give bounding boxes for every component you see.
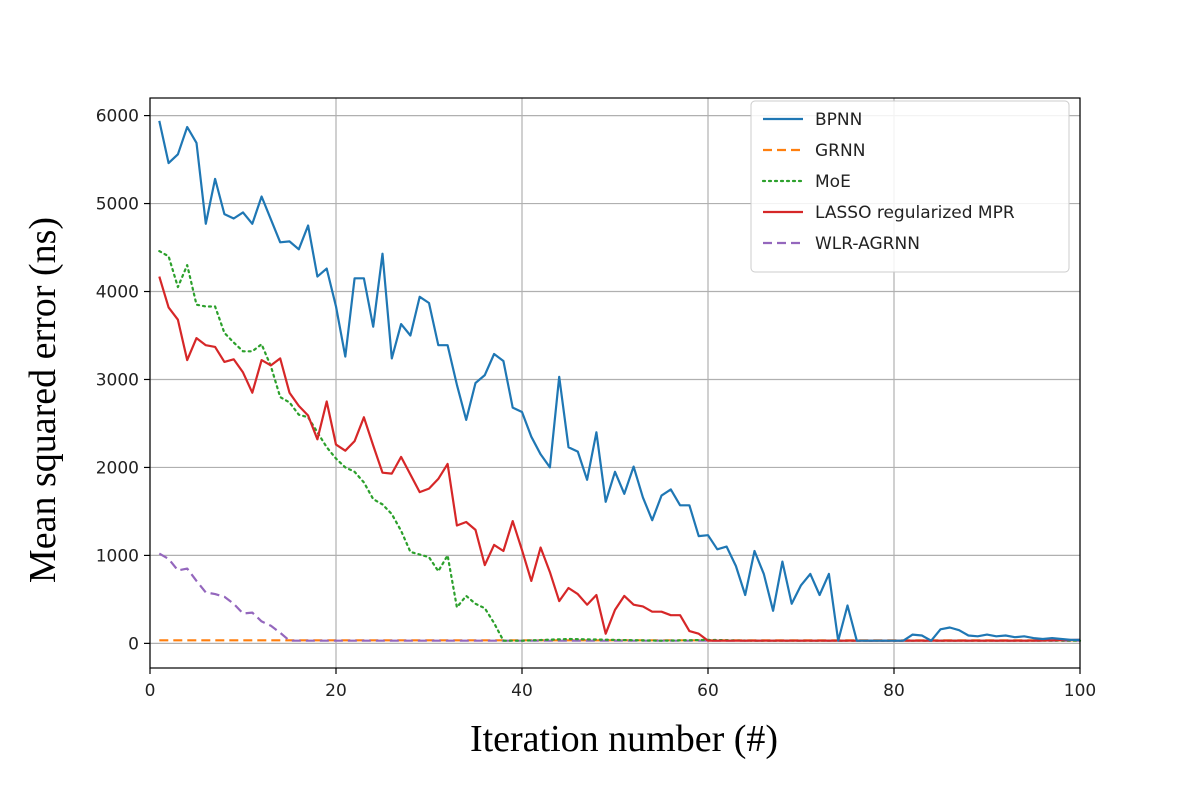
y-tick-label: 3000 bbox=[96, 370, 139, 390]
legend-label: LASSO regularized MPR bbox=[815, 203, 1015, 223]
series-line-moe bbox=[158, 250, 1082, 642]
y-tick-label: 2000 bbox=[96, 458, 139, 478]
x-tick-label: 100 bbox=[1064, 681, 1096, 701]
series-line-lasso-regularized-mpr bbox=[158, 276, 1081, 642]
y-tick-label: 6000 bbox=[96, 107, 139, 127]
x-axis-title: Iteration number (#) bbox=[470, 718, 778, 760]
legend-label: MoE bbox=[815, 172, 851, 192]
grid bbox=[149, 98, 1081, 668]
y-tick-label: 5000 bbox=[96, 195, 139, 215]
y-tick-label: 4000 bbox=[96, 283, 139, 303]
series-line-bpnn bbox=[158, 120, 1080, 642]
y-tick-label: 0 bbox=[128, 634, 139, 654]
legend-label: WLR-AGRNN bbox=[815, 234, 920, 254]
y-tick-label: 1000 bbox=[96, 546, 139, 566]
series-layer bbox=[158, 120, 1082, 642]
x-tick-label: 20 bbox=[325, 681, 347, 701]
y-axis-title: Mean squared error (ns) bbox=[22, 217, 64, 583]
plot-frame bbox=[149, 97, 1081, 669]
legend: BPNN GRNN MoE LASSO regularized MPR WLR-AGRN… bbox=[750, 100, 1070, 273]
legend-label: BPNN bbox=[815, 110, 862, 130]
x-tick-label: 80 bbox=[883, 681, 905, 701]
legend-label: GRNN bbox=[815, 141, 865, 161]
x-tick-label: 40 bbox=[511, 681, 533, 701]
legend-box bbox=[750, 100, 1070, 273]
x-tick-label: 0 bbox=[145, 681, 156, 701]
x-tick-label: 60 bbox=[697, 681, 719, 701]
